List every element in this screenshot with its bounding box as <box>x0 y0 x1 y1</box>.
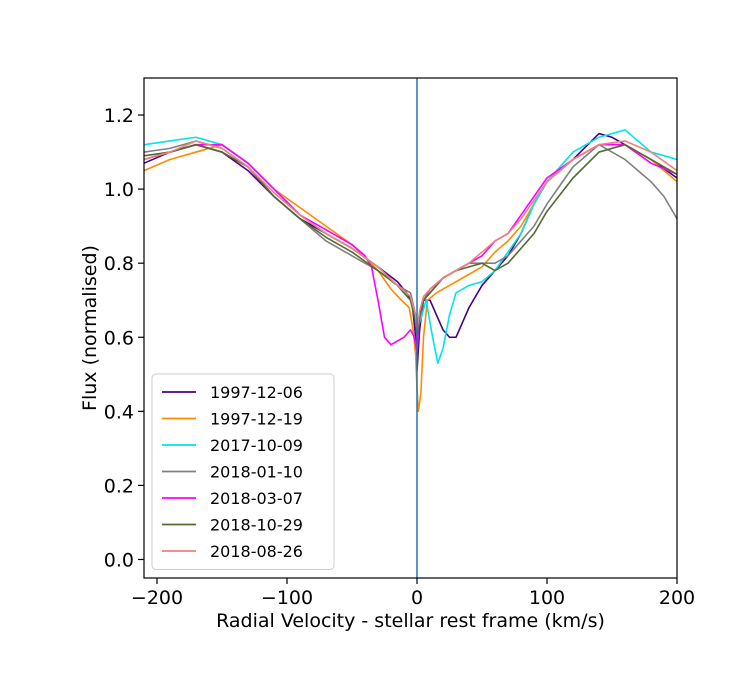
y-tick-label: 1.0 <box>104 179 134 201</box>
series-layer <box>144 129 677 413</box>
legend-entry: 2017-10-09 <box>210 436 303 455</box>
y-axis-ticks: 0.0 0.2 0.4 0.6 0.8 1.0 1.2 <box>104 105 144 571</box>
series-line-2018-03-07 <box>144 143 677 353</box>
series-line-1997-12-06 <box>144 132 677 372</box>
y-tick-label: 0.6 <box>104 327 134 349</box>
series-line-2018-10-29 <box>144 143 677 339</box>
x-tick-label: −200 <box>131 587 183 609</box>
y-axis-label: Flux (normalised) <box>79 245 101 411</box>
x-axis-ticks: −200 −100 0 100 200 <box>131 578 695 609</box>
series-line-2018-01-10 <box>144 140 677 339</box>
legend-entry: 2018-03-07 <box>210 489 303 508</box>
x-tick-label: −100 <box>261 587 313 609</box>
series-line-2017-10-09 <box>144 129 677 364</box>
y-tick-label: 0.8 <box>104 253 134 275</box>
legend-entry: 2018-08-26 <box>210 542 303 561</box>
plot-frame <box>143 77 678 579</box>
legend-entry: 1997-12-19 <box>210 410 303 429</box>
x-tick-label: 0 <box>411 587 423 609</box>
legend-entry: 2018-10-29 <box>210 516 303 535</box>
x-tick-label: 100 <box>529 587 565 609</box>
y-tick-label: 0.2 <box>104 475 134 497</box>
y-tick-label: 0.0 <box>104 549 134 571</box>
y-tick-label: 0.4 <box>104 401 134 423</box>
x-axis-label: Radial Velocity - stellar rest frame (km… <box>216 610 605 632</box>
legend: 1997-12-06 1997-12-19 2017-10-09 2018-01-10… <box>151 373 335 570</box>
series-line-2018-08-26 <box>144 140 677 331</box>
legend-entry: 2018-01-10 <box>210 463 303 482</box>
series-line-1997-12-19 <box>144 143 677 413</box>
legend-entry: 1997-12-06 <box>210 383 303 402</box>
x-tick-label: 200 <box>659 587 695 609</box>
y-tick-label: 1.2 <box>104 105 134 127</box>
legend-box <box>151 373 335 570</box>
